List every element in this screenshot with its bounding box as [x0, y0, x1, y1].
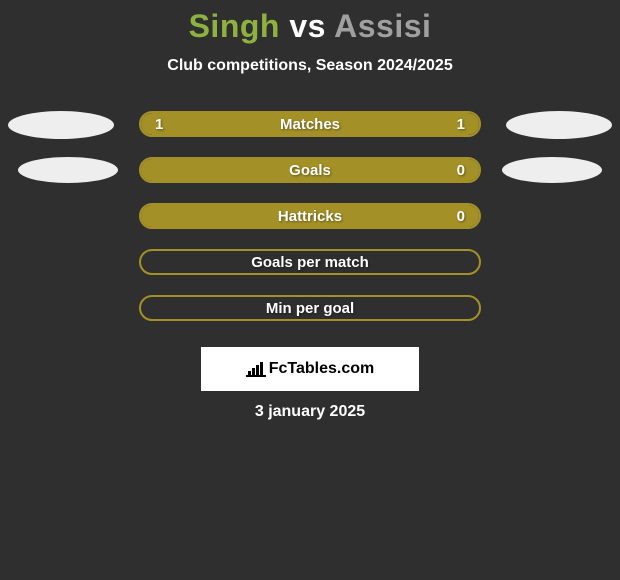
stat-value-left: 1	[155, 116, 163, 133]
stat-bar-matches: 1 Matches 1	[139, 111, 481, 137]
logo-text: FcTables.com	[246, 360, 375, 378]
date-text: 3 january 2025	[255, 403, 365, 421]
player1-marker-icon	[8, 111, 114, 139]
player2-marker-icon	[506, 111, 612, 139]
stat-row: Hattricks 0	[0, 203, 620, 229]
stat-row: Goals 0	[0, 157, 620, 183]
stat-label: Min per goal	[266, 300, 354, 317]
stats-card: Singh vs Assisi Club competitions, Seaso…	[0, 0, 620, 421]
player2-name: Assisi	[334, 8, 431, 44]
stat-bar-min-per-goal: Min per goal	[139, 295, 481, 321]
stat-value-right: 0	[457, 162, 465, 179]
stats-area: 1 Matches 1 Goals 0 Hattricks 0	[0, 111, 620, 341]
stat-row: Min per goal	[0, 295, 620, 321]
stat-bar-hattricks: Hattricks 0	[139, 203, 481, 229]
stat-label: Matches	[280, 116, 340, 133]
logo-box[interactable]: FcTables.com	[201, 347, 419, 391]
stat-label: Hattricks	[278, 208, 342, 225]
title: Singh vs Assisi	[189, 8, 432, 45]
player1-marker-icon	[18, 157, 118, 183]
stat-bar-goals: Goals 0	[139, 157, 481, 183]
logo-label: FcTables.com	[269, 360, 375, 378]
vs-text: vs	[289, 8, 326, 44]
stat-label: Goals per match	[251, 254, 369, 271]
player1-name: Singh	[189, 8, 280, 44]
subtitle: Club competitions, Season 2024/2025	[167, 57, 452, 75]
stat-row: Goals per match	[0, 249, 620, 275]
stat-label: Goals	[289, 162, 331, 179]
player2-marker-icon	[502, 157, 602, 183]
stat-bar-goals-per-match: Goals per match	[139, 249, 481, 275]
stat-row: 1 Matches 1	[0, 111, 620, 137]
stat-value-right: 0	[457, 208, 465, 225]
chart-icon	[246, 361, 266, 377]
stat-value-right: 1	[457, 116, 465, 133]
